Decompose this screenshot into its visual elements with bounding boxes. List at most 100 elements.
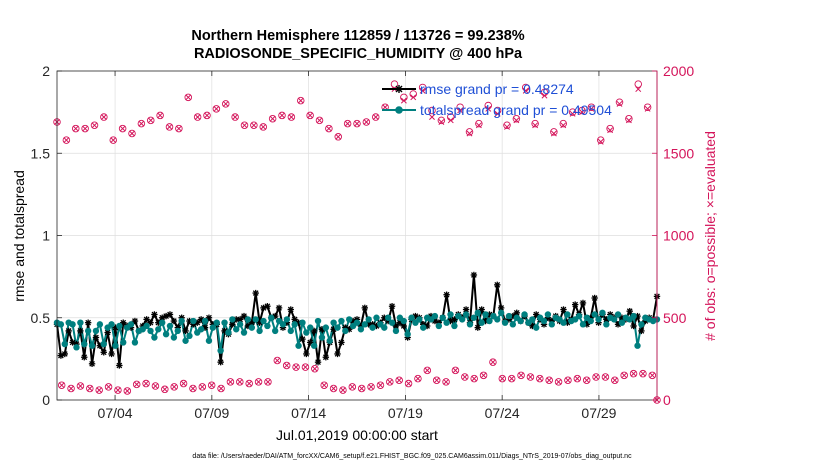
obs-evaluated-marker xyxy=(152,383,159,389)
obs-possible-marker xyxy=(165,123,174,131)
totalspread-point xyxy=(618,319,626,326)
totalspread-point xyxy=(610,316,618,323)
obs-possible-marker xyxy=(634,80,643,88)
obs-possible-marker xyxy=(179,379,188,388)
totalspread-point xyxy=(431,312,439,320)
obs-possible-marker xyxy=(564,376,572,385)
obs-possible-marker xyxy=(489,358,497,366)
y2-tick-label: 2000 xyxy=(663,63,694,79)
obs-evaluated-marker xyxy=(86,385,93,392)
totalspread-point xyxy=(268,314,275,321)
totalspread-point xyxy=(630,312,637,320)
x-tick-label: 07/09 xyxy=(194,405,229,421)
totalspread-point xyxy=(190,317,197,325)
rmse-point xyxy=(77,327,84,335)
rmse-point xyxy=(170,317,178,325)
rmse-point xyxy=(116,362,123,369)
chart-title: Northern Hemisphere 112859 / 113726 = 99… xyxy=(191,28,524,44)
y2-axis-label: # of obs: o=possible; ×=evaluated xyxy=(702,131,718,341)
totalspread-point xyxy=(108,321,115,328)
obs-evaluated-marker xyxy=(208,382,215,389)
obs-possible-marker xyxy=(343,119,352,128)
rmse-point xyxy=(361,304,368,312)
totalspread-point xyxy=(603,321,610,328)
obs-evaluated-marker xyxy=(58,382,65,389)
totalspread-point xyxy=(326,337,333,344)
obs-possible-marker xyxy=(357,384,366,393)
totalspread-point xyxy=(474,309,481,317)
obs-evaluated-marker xyxy=(532,122,539,129)
obs-possible-marker xyxy=(71,124,80,133)
obs-evaluated-marker xyxy=(508,375,515,382)
obs-evaluated-marker xyxy=(555,378,562,385)
obs-evaluated-marker xyxy=(100,114,107,121)
totalspread-point xyxy=(248,324,256,331)
obs-evaluated-marker xyxy=(471,375,478,382)
legend-totalspread-label: totalspread grand pr = 0.49504 xyxy=(420,102,612,118)
obs-possible-marker xyxy=(611,376,619,385)
totalspread-point xyxy=(373,314,380,321)
obs-evaluated-marker xyxy=(635,86,642,93)
obs-possible-marker xyxy=(479,371,488,380)
x-tick-label: 07/24 xyxy=(485,405,520,421)
x-tick-label: 07/29 xyxy=(581,405,616,421)
obs-evaluated-marker xyxy=(358,385,365,392)
obs-evaluated-marker xyxy=(227,378,234,385)
totalspread-point xyxy=(256,327,263,335)
data-file-footnote: data file: /Users/raeder/DAI/ATM_forcXX/… xyxy=(192,453,632,460)
rmse-point xyxy=(443,291,450,298)
obs-possible-marker xyxy=(259,123,268,131)
obs-possible-marker xyxy=(306,111,314,120)
obs-evaluated-marker xyxy=(363,119,370,125)
obs-possible-marker xyxy=(643,103,652,111)
totalspread-point xyxy=(77,319,84,326)
totalspread-point xyxy=(92,327,100,335)
obs-evaluated-marker xyxy=(283,362,290,369)
obs-possible-marker xyxy=(512,114,521,123)
obs-evaluated-marker xyxy=(602,374,609,380)
obs-evaluated-marker xyxy=(288,114,295,121)
totalspread-point xyxy=(599,309,606,317)
totalspread-point xyxy=(260,317,267,325)
legend-rmse-marker xyxy=(395,85,403,93)
totalspread-point xyxy=(439,314,446,321)
obs-evaluated-marker xyxy=(255,378,262,385)
totalspread-point xyxy=(81,340,88,348)
y-tick-label: 0.5 xyxy=(31,310,51,326)
obs-evaluated-marker xyxy=(194,114,201,121)
obs-possible-marker xyxy=(376,381,385,389)
obs-evaluated-marker xyxy=(611,377,618,384)
rmse-point xyxy=(571,301,579,308)
totalspread-point xyxy=(178,317,185,325)
obs-possible-marker xyxy=(311,364,319,373)
obs-evaluated-marker xyxy=(161,386,168,393)
obs-evaluated-marker xyxy=(138,120,145,127)
obs-evaluated-marker xyxy=(344,120,351,127)
y2-tick-label: 0 xyxy=(663,392,671,408)
obs-possible-marker xyxy=(254,378,263,386)
totalspread-point xyxy=(170,334,178,341)
totalspread-point xyxy=(548,321,556,328)
totalspread-point xyxy=(505,312,513,320)
totalspread-point xyxy=(283,316,291,323)
totalspread-point xyxy=(201,317,209,325)
totalspread-point xyxy=(299,319,306,326)
obs-possible-marker xyxy=(348,383,357,391)
obs-evaluated-marker xyxy=(579,109,585,116)
obs-evaluated-marker xyxy=(339,387,346,394)
obs-possible-marker xyxy=(128,129,136,138)
obs-evaluated-marker xyxy=(222,100,229,107)
obs-evaluated-marker xyxy=(410,94,417,101)
totalspread-point xyxy=(225,329,232,336)
obs-evaluated-marker xyxy=(649,372,656,379)
rmse-point xyxy=(166,311,174,318)
obs-possible-marker xyxy=(245,379,253,388)
obs-evaluated-marker xyxy=(114,387,121,394)
totalspread-point xyxy=(330,319,337,326)
obs-evaluated-marker xyxy=(133,381,140,388)
obs-possible-marker xyxy=(221,100,230,108)
totalspread-point xyxy=(564,311,571,318)
obs-possible-marker xyxy=(301,363,310,371)
rmse-point xyxy=(299,335,306,343)
obs-possible-marker xyxy=(250,121,258,130)
